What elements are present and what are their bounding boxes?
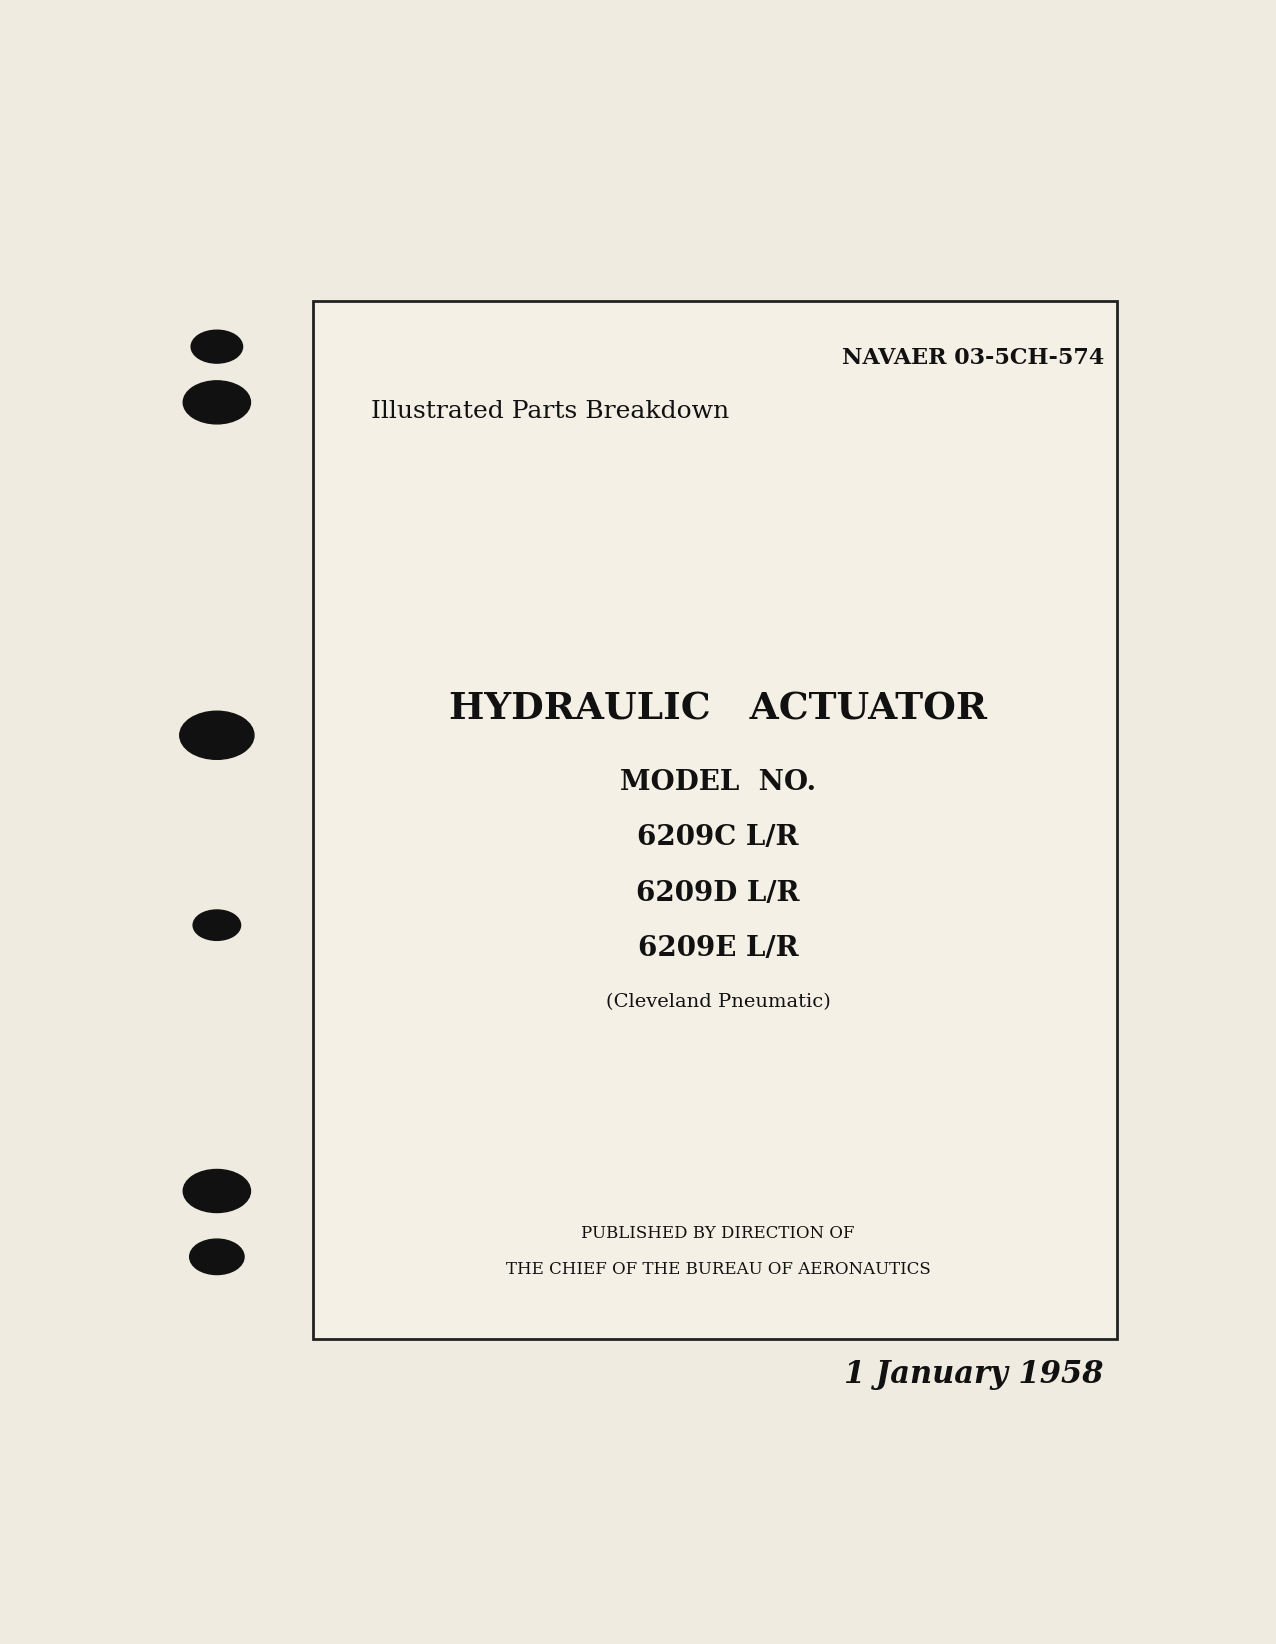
Ellipse shape	[191, 330, 242, 363]
Text: 6209D L/R: 6209D L/R	[637, 880, 800, 906]
Ellipse shape	[184, 381, 250, 424]
Ellipse shape	[190, 1240, 244, 1274]
Ellipse shape	[184, 1169, 250, 1213]
Text: MODEL  NO.: MODEL NO.	[620, 769, 817, 796]
Text: THE CHIEF OF THE BUREAU OF AERONAUTICS: THE CHIEF OF THE BUREAU OF AERONAUTICS	[505, 1261, 930, 1277]
Text: NAVAER 03-5CH-574: NAVAER 03-5CH-574	[842, 347, 1104, 368]
Text: Illustrated Parts Breakdown: Illustrated Parts Breakdown	[371, 399, 730, 423]
Text: HYDRAULIC   ACTUATOR: HYDRAULIC ACTUATOR	[449, 690, 988, 728]
Text: 6209C L/R: 6209C L/R	[638, 824, 799, 852]
Text: 6209E L/R: 6209E L/R	[638, 935, 799, 962]
Bar	[313, 301, 1116, 1340]
Text: (Cleveland Pneumatic): (Cleveland Pneumatic)	[606, 993, 831, 1011]
Text: 1 January 1958: 1 January 1958	[845, 1358, 1104, 1389]
Ellipse shape	[180, 712, 254, 760]
Ellipse shape	[193, 911, 241, 940]
Text: PUBLISHED BY DIRECTION OF: PUBLISHED BY DIRECTION OF	[582, 1225, 855, 1243]
